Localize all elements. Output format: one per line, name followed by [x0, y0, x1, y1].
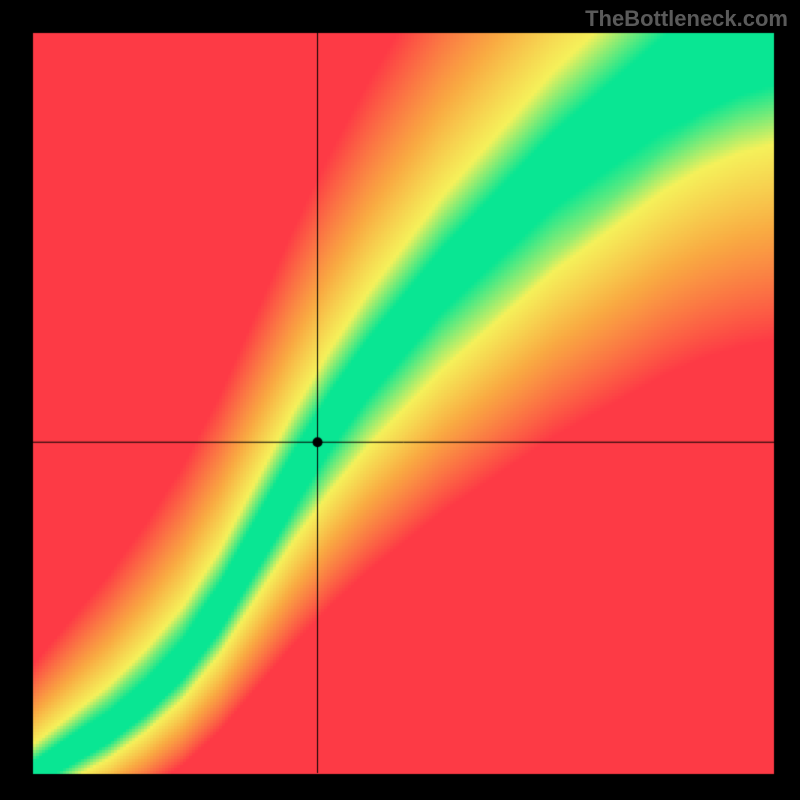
bottleneck-heatmap [0, 0, 800, 800]
chart-container: TheBottleneck.com [0, 0, 800, 800]
watermark-text: TheBottleneck.com [585, 6, 788, 32]
